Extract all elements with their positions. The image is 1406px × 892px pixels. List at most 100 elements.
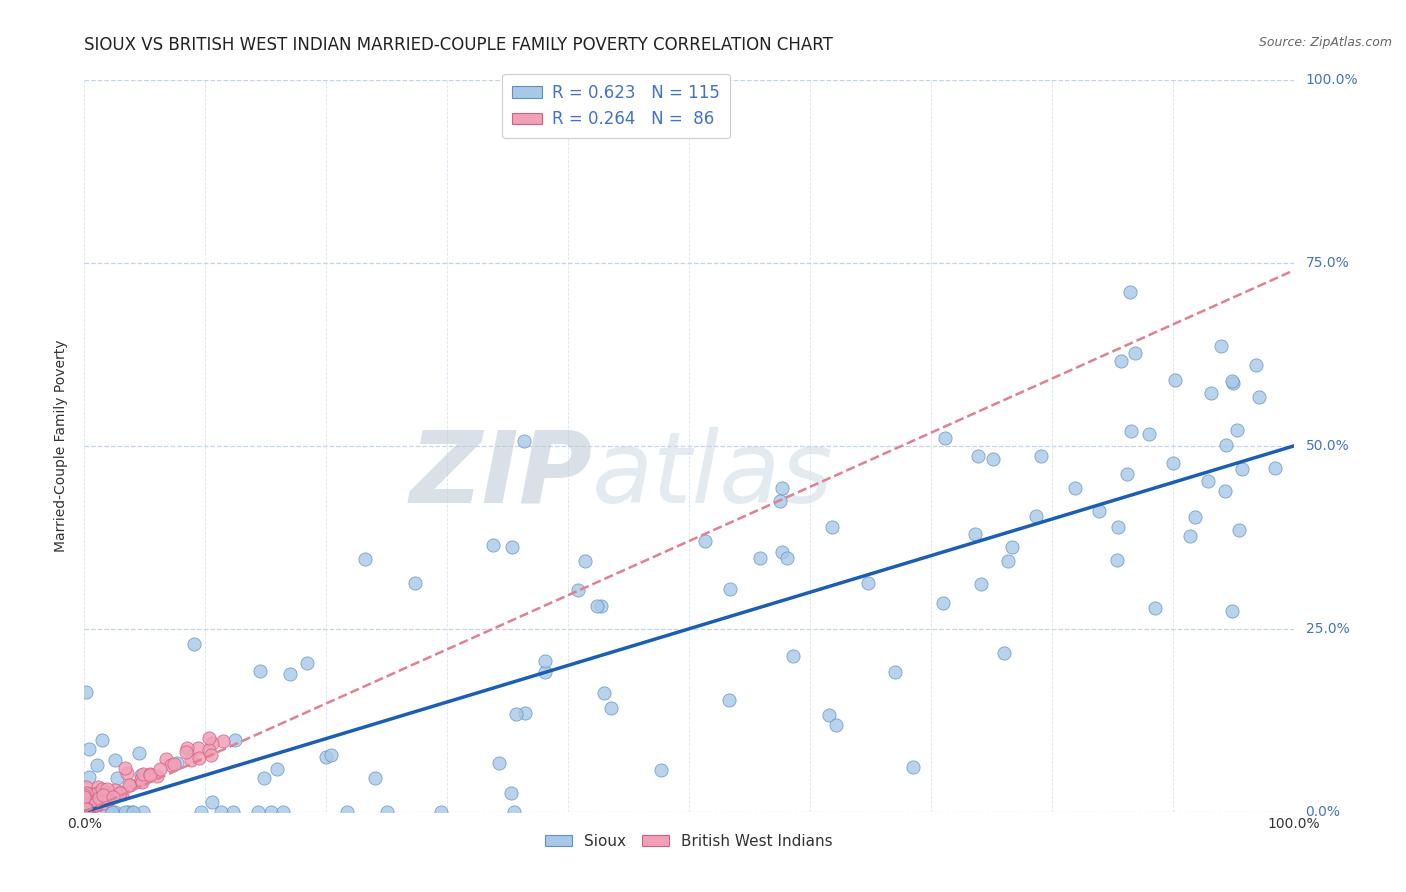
- Point: [86, 758, 108, 772]
- Point: [488, 756, 510, 771]
- Text: 50.0%: 50.0%: [1306, 439, 1350, 453]
- Point: [145, 769, 167, 783]
- Point: [100, 805, 122, 819]
- Text: 0.0%: 0.0%: [1306, 805, 1340, 819]
- Point: [963, 526, 986, 541]
- Point: [76, 798, 98, 813]
- Point: [201, 736, 224, 750]
- Point: [77, 805, 100, 819]
- Point: [770, 545, 793, 559]
- Point: [97, 793, 120, 807]
- Point: [176, 741, 198, 756]
- Text: 100.0%: 100.0%: [1306, 73, 1358, 87]
- Point: [501, 786, 523, 800]
- Point: [149, 762, 172, 776]
- Point: [1211, 339, 1233, 353]
- Point: [90, 733, 112, 747]
- Point: [1119, 285, 1142, 300]
- Point: [117, 778, 139, 792]
- Point: [91, 782, 114, 797]
- Point: [650, 763, 672, 777]
- Point: [83, 797, 105, 812]
- Point: [776, 551, 799, 566]
- Point: [77, 800, 100, 814]
- Point: [271, 805, 294, 819]
- Point: [1215, 483, 1237, 498]
- Point: [73, 798, 96, 813]
- Point: [77, 770, 100, 784]
- Point: [75, 793, 97, 807]
- Point: [84, 797, 107, 811]
- Point: [94, 786, 117, 800]
- Point: [132, 766, 155, 780]
- Point: [77, 798, 100, 813]
- Point: [567, 583, 589, 598]
- Point: [73, 802, 96, 816]
- Point: [75, 796, 97, 810]
- Text: atlas: atlas: [592, 426, 834, 524]
- Point: [593, 686, 616, 700]
- Point: [591, 599, 613, 614]
- Point: [87, 790, 110, 805]
- Point: [353, 552, 375, 566]
- Point: [319, 747, 342, 762]
- Point: [260, 805, 283, 819]
- Point: [884, 665, 907, 680]
- Point: [375, 805, 398, 819]
- Point: [129, 768, 152, 782]
- Point: [1244, 359, 1267, 373]
- Point: [75, 792, 97, 806]
- Point: [111, 788, 134, 802]
- Point: [100, 805, 122, 819]
- Point: [1220, 374, 1243, 388]
- Point: [363, 771, 385, 785]
- Point: [75, 801, 97, 815]
- Point: [200, 795, 222, 809]
- Point: [1031, 449, 1053, 463]
- Point: [96, 805, 118, 819]
- Point: [404, 575, 426, 590]
- Point: [717, 693, 740, 707]
- Point: [115, 765, 138, 780]
- Point: [183, 637, 205, 651]
- Point: [105, 771, 128, 785]
- Point: [252, 771, 274, 785]
- Point: [76, 802, 98, 816]
- Point: [75, 802, 97, 816]
- Point: [278, 666, 301, 681]
- Point: [90, 797, 112, 811]
- Point: [932, 596, 955, 610]
- Point: [515, 706, 537, 720]
- Text: SIOUX VS BRITISH WEST INDIAN MARRIED-COUPLE FAMILY POVERTY CORRELATION CHART: SIOUX VS BRITISH WEST INDIAN MARRIED-COU…: [84, 36, 834, 54]
- Point: [104, 753, 127, 767]
- Point: [77, 793, 100, 807]
- Point: [1109, 353, 1132, 368]
- Point: [75, 780, 97, 794]
- Point: [75, 685, 97, 699]
- Point: [533, 665, 555, 680]
- Point: [1201, 386, 1223, 401]
- Point: [1222, 376, 1244, 390]
- Point: [266, 762, 288, 776]
- Point: [75, 792, 97, 806]
- Point: [901, 759, 924, 773]
- Point: [77, 742, 100, 756]
- Point: [73, 789, 96, 804]
- Text: Source: ZipAtlas.com: Source: ZipAtlas.com: [1258, 36, 1392, 49]
- Point: [139, 766, 162, 780]
- Point: [131, 775, 153, 789]
- Point: [73, 788, 96, 802]
- Point: [966, 449, 988, 463]
- Point: [1229, 523, 1251, 537]
- Point: [131, 772, 153, 786]
- Point: [77, 793, 100, 807]
- Point: [86, 785, 108, 799]
- Point: [73, 789, 96, 803]
- Point: [482, 538, 505, 552]
- Point: [197, 731, 219, 746]
- Point: [84, 787, 107, 801]
- Text: ZIP: ZIP: [409, 426, 592, 524]
- Point: [501, 540, 523, 554]
- Point: [128, 746, 150, 760]
- Point: [512, 434, 534, 448]
